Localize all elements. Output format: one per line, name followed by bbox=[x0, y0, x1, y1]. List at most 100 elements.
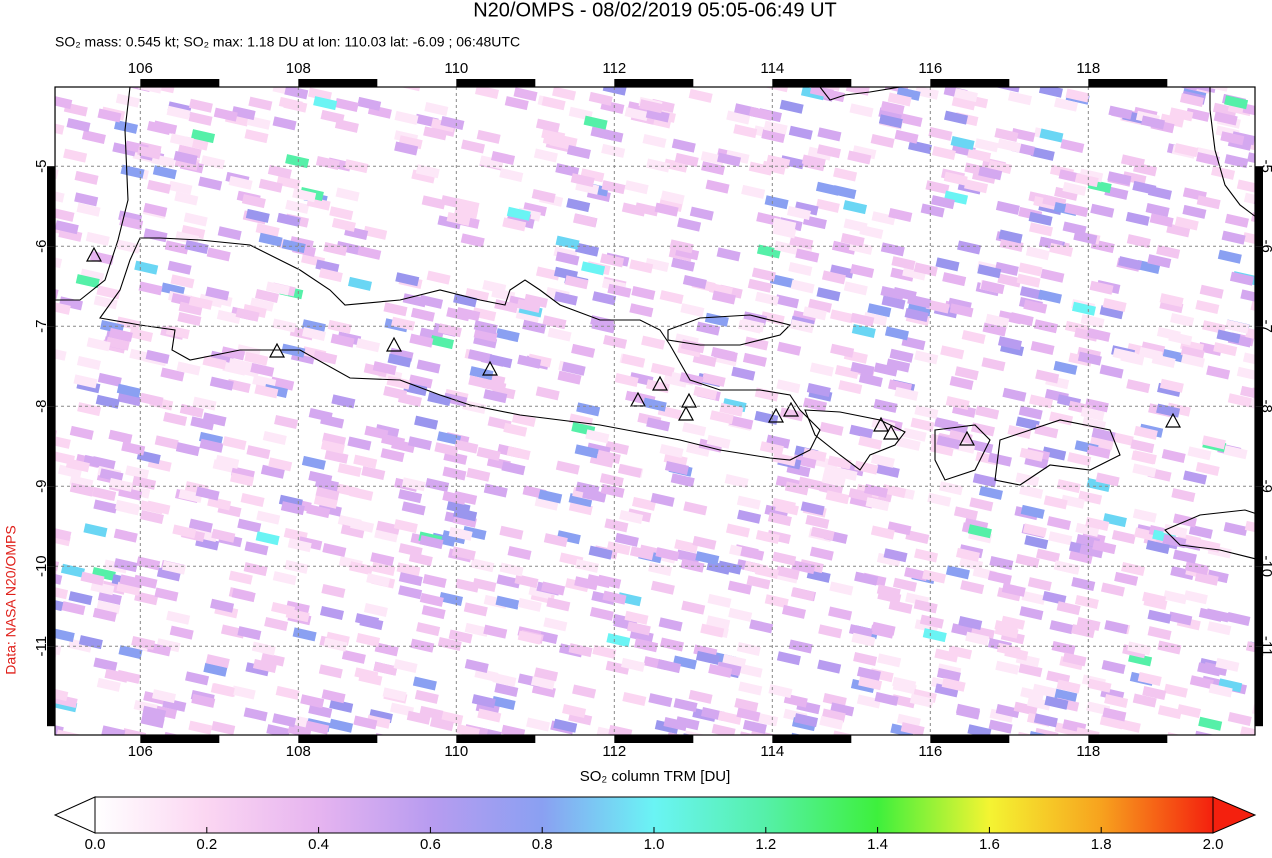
so2-pixel bbox=[169, 133, 194, 148]
so2-pixel bbox=[335, 187, 360, 202]
colorbar-tick-label: 1.6 bbox=[979, 836, 1000, 853]
so2-pixel bbox=[112, 142, 137, 157]
so2-pixel bbox=[830, 343, 855, 358]
so2-pixel bbox=[928, 126, 953, 141]
so2-pixel bbox=[794, 713, 819, 728]
so2-pixel bbox=[749, 619, 774, 634]
so2-pixel bbox=[526, 717, 551, 732]
x-tick-label: 114 bbox=[760, 743, 784, 760]
so2-pixel bbox=[93, 295, 118, 310]
so2-pixel bbox=[134, 591, 159, 606]
so2-pixel bbox=[284, 87, 309, 100]
so2-pixel bbox=[641, 335, 666, 350]
so2-pixel bbox=[292, 627, 317, 642]
so2-pixel bbox=[1262, 450, 1272, 464]
colorbar-tick-label: 0.8 bbox=[532, 836, 553, 853]
so2-pixel bbox=[412, 676, 437, 691]
so2-pixel bbox=[1201, 435, 1226, 450]
so2-pixel bbox=[308, 704, 333, 719]
so2-pixel bbox=[260, 652, 285, 667]
so2-pixel bbox=[600, 253, 625, 268]
so2-pixel bbox=[455, 198, 480, 213]
so2-pixel bbox=[246, 445, 271, 460]
so2-pixel bbox=[994, 261, 1019, 276]
y-tick-label: -5 bbox=[33, 160, 50, 173]
so2-pixel bbox=[734, 697, 759, 712]
so2-pixel bbox=[97, 108, 122, 123]
so2-pixel bbox=[877, 653, 902, 668]
side-label: Data: NASA N20/OMPS bbox=[3, 525, 19, 674]
so2-pixel bbox=[436, 431, 461, 446]
so2-pixel bbox=[464, 659, 489, 674]
so2-pixel bbox=[865, 497, 890, 512]
so2-pixel bbox=[205, 286, 230, 301]
so2-pixel bbox=[941, 677, 966, 692]
so2-pixel bbox=[166, 105, 191, 120]
so2-pixel bbox=[406, 710, 431, 725]
so2-pixel bbox=[491, 151, 516, 166]
so2-pixel bbox=[717, 560, 742, 575]
so2-pixel bbox=[357, 96, 382, 111]
so2-pixel bbox=[1240, 289, 1255, 302]
so2-pixel bbox=[101, 725, 126, 735]
so2-pixel bbox=[1075, 727, 1100, 735]
so2-pixel bbox=[1211, 165, 1236, 180]
so2-pixel bbox=[334, 97, 359, 112]
so2-pixel bbox=[437, 215, 462, 230]
so2-pixel bbox=[517, 630, 542, 645]
so2-pixel bbox=[940, 345, 965, 360]
colorbar-tick-label: 0.0 bbox=[85, 836, 106, 853]
so2-pixel bbox=[285, 199, 310, 214]
so2-pixel bbox=[217, 226, 242, 241]
so2-pixel bbox=[1107, 171, 1132, 186]
so2-pixel bbox=[55, 169, 59, 180]
so2-pixel bbox=[1159, 378, 1184, 393]
frame-segment bbox=[456, 79, 536, 87]
so2-pixel bbox=[531, 189, 556, 204]
so2-pixel bbox=[90, 581, 115, 596]
so2-pixel bbox=[909, 693, 934, 708]
so2-pixel bbox=[995, 660, 1020, 675]
so2-pixel bbox=[1112, 347, 1137, 362]
so2-pixel bbox=[1019, 447, 1044, 462]
so2-pixel bbox=[374, 528, 399, 543]
so2-pixel bbox=[318, 268, 343, 283]
so2-pixel bbox=[650, 580, 675, 595]
so2-pixel bbox=[896, 436, 921, 451]
so2-pixel bbox=[200, 155, 225, 170]
so2-pixel bbox=[241, 194, 266, 209]
so2-pixel bbox=[833, 466, 858, 481]
so2-pixel bbox=[1169, 107, 1194, 122]
so2-pixel bbox=[972, 473, 997, 488]
so2-pixel bbox=[1168, 331, 1193, 346]
so2-pixel bbox=[1039, 128, 1064, 143]
so2-pixel bbox=[580, 168, 605, 183]
so2-pixel bbox=[191, 129, 216, 144]
so2-pixel bbox=[55, 208, 75, 222]
so2-pixel bbox=[319, 606, 344, 621]
so2-pixel bbox=[944, 190, 969, 205]
so2-pixel bbox=[851, 632, 876, 647]
so2-pixel bbox=[904, 307, 929, 322]
so2-pixel bbox=[776, 651, 801, 666]
so2-pixel bbox=[329, 698, 354, 713]
so2-pixel bbox=[910, 417, 935, 432]
x-tick-label: 108 bbox=[286, 743, 311, 760]
so2-pixel bbox=[1091, 427, 1116, 442]
so2-pixel bbox=[1077, 351, 1102, 366]
so2-pixel bbox=[390, 702, 415, 717]
so2-pixel bbox=[1002, 387, 1027, 402]
so2-pixel bbox=[552, 87, 577, 101]
so2-pixel bbox=[1163, 683, 1188, 698]
so2-pixel bbox=[965, 631, 990, 646]
so2-pixel bbox=[1205, 608, 1230, 623]
volcano-marker bbox=[767, 407, 785, 423]
so2-pixel bbox=[1133, 162, 1158, 177]
so2-pixel bbox=[1024, 535, 1049, 550]
so2-pixel bbox=[96, 677, 121, 692]
so2-pixel bbox=[1126, 379, 1151, 394]
so2-pixel bbox=[809, 87, 834, 99]
colorbar-low-arrow bbox=[53, 796, 96, 834]
so2-pixel bbox=[692, 535, 717, 550]
so2-pixel bbox=[117, 392, 142, 407]
